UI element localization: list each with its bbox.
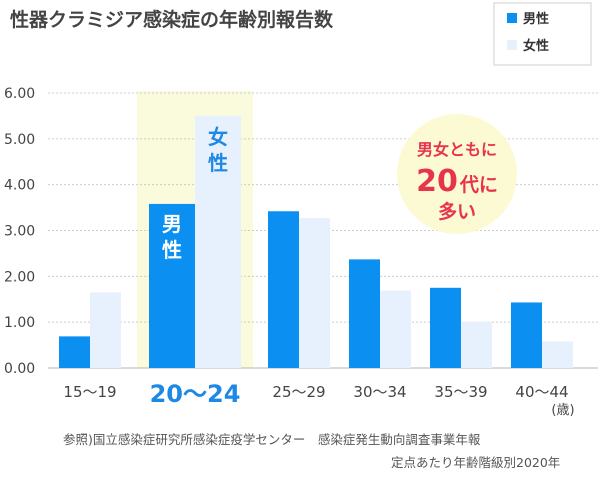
y-tick-label: 1.00 bbox=[4, 315, 35, 331]
annotation-line1: 男女ともに bbox=[417, 140, 497, 159]
bar-male bbox=[511, 302, 542, 368]
bar-male bbox=[430, 287, 461, 368]
x-tick-label: 25〜29 bbox=[272, 383, 325, 401]
x-tick-label: 15〜19 bbox=[63, 383, 116, 401]
in-bar-label-male: 性 bbox=[162, 238, 182, 262]
source-line1: 参照)国立感染症研究所感染症疫学センター 感染症発生動向調査事業年報 bbox=[63, 432, 481, 447]
y-tick-label: 0.00 bbox=[4, 361, 35, 377]
annotation-line2-text: 代に bbox=[459, 174, 498, 196]
x-tick-label: 40〜44 bbox=[515, 383, 568, 401]
bars bbox=[59, 115, 573, 369]
x-tick-labels: 15〜19 20〜24 25〜29 30〜34 35〜39 40〜44 bbox=[63, 380, 568, 408]
bar-female bbox=[542, 341, 573, 368]
x-tick-label: 30〜34 bbox=[353, 383, 406, 401]
in-bar-label-female: 女 bbox=[208, 125, 228, 149]
in-bar-label-female: 性 bbox=[208, 151, 228, 175]
y-tick-label: 5.00 bbox=[4, 132, 35, 148]
bar-male bbox=[149, 203, 195, 368]
bar-female bbox=[195, 115, 241, 369]
annotation-bubble: 男女ともに 20 代に 多い bbox=[397, 114, 517, 234]
chart-title: 性器クラミジア感染症の年齢別報告数 bbox=[10, 8, 334, 31]
bar-female bbox=[461, 321, 492, 368]
bar-female bbox=[380, 290, 411, 368]
x-tick-label: 20〜24 bbox=[150, 380, 241, 408]
legend-label-female: 女性 bbox=[523, 38, 549, 54]
y-tick-label: 4.00 bbox=[4, 178, 35, 194]
legend-swatch-female bbox=[507, 40, 517, 50]
annotation-line2: 20 代に bbox=[416, 164, 498, 199]
y-tick-label: 6.00 bbox=[4, 86, 35, 102]
bar-male bbox=[349, 259, 380, 368]
x-unit-label: (歳) bbox=[551, 403, 574, 418]
annotation-number: 20 bbox=[416, 164, 458, 199]
legend-label-male: 男性 bbox=[523, 11, 549, 27]
bar-male bbox=[59, 336, 90, 368]
annotation-line3: 多い bbox=[438, 200, 476, 223]
legend: 男性 女性 bbox=[493, 2, 592, 66]
x-tick-label: 35〜39 bbox=[434, 383, 487, 401]
bar-male bbox=[268, 211, 299, 368]
y-tick-label: 2.00 bbox=[4, 269, 35, 285]
legend-swatch-male bbox=[507, 13, 517, 23]
in-bar-label-male: 男 bbox=[162, 212, 182, 236]
annotation-circle bbox=[397, 114, 517, 234]
y-tick-label: 3.00 bbox=[4, 224, 35, 240]
y-tick-labels: 0.00 1.00 2.00 3.00 4.00 5.00 6.00 bbox=[4, 86, 35, 377]
bar-female bbox=[299, 218, 330, 368]
source-line2: 定点あたり年齢階級別2020年 bbox=[391, 455, 560, 470]
bar-female bbox=[90, 292, 121, 368]
